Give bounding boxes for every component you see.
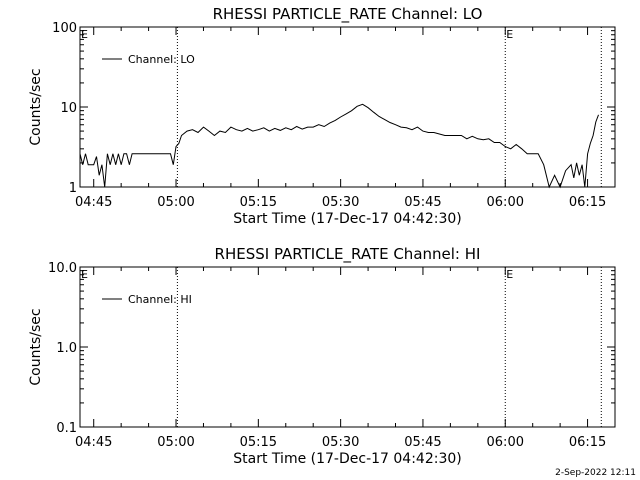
annotation-e: E [506, 268, 513, 281]
x-tick-label: 06:15 [569, 435, 606, 450]
y-tick-label: 1 [69, 181, 77, 196]
y-tick-label: 1.0 [56, 341, 77, 356]
legend-label: Channel: HI [128, 293, 192, 306]
x-tick-label: 05:15 [240, 195, 277, 210]
annotation-e: E [81, 28, 88, 41]
annotation-e: E [506, 28, 513, 41]
series-line [79, 103, 599, 189]
x-tick-label: 05:15 [240, 435, 277, 450]
plot-frame [79, 266, 616, 428]
x-tick-label: 05:30 [322, 435, 359, 450]
chart-title: RHESSI PARTICLE_RATE Channel: LO [213, 5, 483, 24]
x-axis-label: Start Time (17-Dec-17 04:42:30) [233, 451, 461, 467]
x-tick-label: 05:45 [404, 435, 441, 450]
chart-title: RHESSI PARTICLE_RATE Channel: HI [215, 245, 481, 264]
legend-label: Channel: LO [128, 53, 195, 66]
y-tick-label: 10 [60, 101, 77, 116]
annotation-e: E [81, 268, 88, 281]
x-tick-label: 06:15 [569, 195, 606, 210]
footer-date: 2-Sep-2022 12:11 [555, 468, 636, 478]
panel-lo: RHESSI PARTICLE_RATE Channel: LO 1 10 100 04… [28, 5, 616, 227]
x-tick-label: 05:30 [322, 195, 359, 210]
y-tick-label: 0.1 [56, 421, 77, 436]
y-tick-label: 100 [52, 21, 77, 36]
x-axis-label: Start Time (17-Dec-17 04:42:30) [233, 211, 461, 227]
x-tick-label: 04:45 [75, 195, 112, 210]
x-tick-label: 04:45 [75, 435, 112, 450]
x-tick-label: 05:00 [157, 195, 194, 210]
x-tick-label: 05:45 [404, 195, 441, 210]
y-axis-label: Counts/sec [28, 308, 44, 385]
y-axis-label: Counts/sec [28, 68, 44, 145]
plot-frame [79, 26, 616, 188]
x-tick-label: 06:00 [487, 435, 524, 450]
x-tick-label: 05:00 [157, 435, 194, 450]
x-tick-label: 06:00 [487, 195, 524, 210]
panel-hi: RHESSI PARTICLE_RATE Channel: HI 0.1 1.0 10… [28, 245, 616, 467]
y-tick-label: 10.0 [48, 261, 77, 276]
